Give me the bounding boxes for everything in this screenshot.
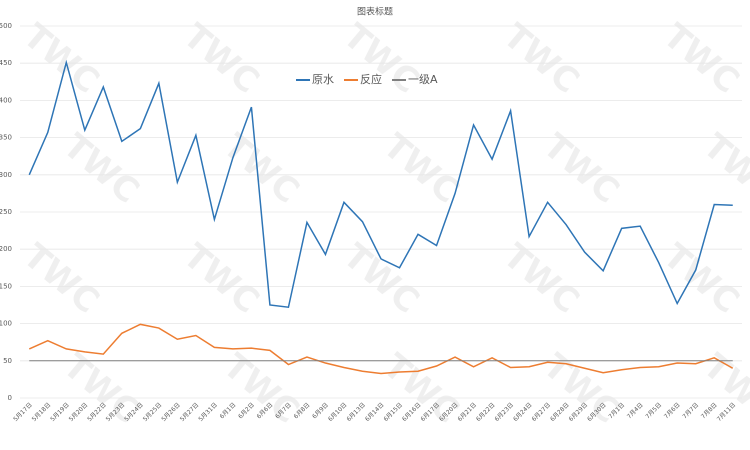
y-tick-label: 200 bbox=[0, 245, 12, 253]
y-tick-label: 400 bbox=[0, 96, 12, 104]
legend-label: 一级A bbox=[408, 73, 438, 86]
legend-label: 原水 bbox=[312, 73, 334, 86]
y-tick-label: 150 bbox=[0, 282, 12, 290]
y-tick-label: 0 bbox=[8, 394, 12, 402]
series-line bbox=[28, 59, 733, 309]
chart-title: 图表标题 bbox=[357, 6, 393, 18]
y-tick-label: 50 bbox=[3, 357, 12, 365]
series-line bbox=[28, 323, 734, 375]
y-tick-label: 350 bbox=[0, 134, 12, 142]
y-tick-label: 250 bbox=[0, 208, 12, 216]
legend-label: 反应 bbox=[360, 72, 382, 86]
y-tick-label: 450 bbox=[0, 59, 12, 67]
y-tick-label: 300 bbox=[0, 171, 12, 179]
line-layer bbox=[28, 59, 734, 375]
y-tick-label: 100 bbox=[0, 320, 12, 328]
y-tick-label: 500 bbox=[0, 22, 12, 30]
